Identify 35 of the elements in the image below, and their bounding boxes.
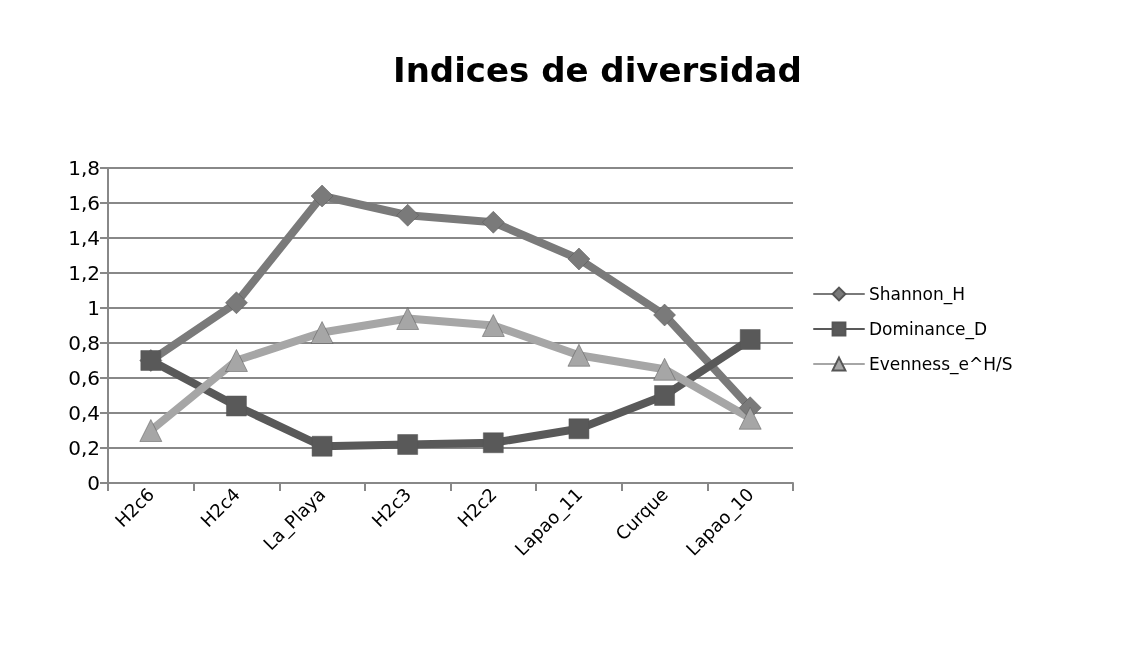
y-tick-label: 1,2 [68, 261, 100, 285]
point [482, 211, 505, 234]
point [311, 436, 333, 457]
point [738, 407, 762, 430]
point [654, 385, 675, 406]
legend-label: Shannon_H [869, 284, 965, 305]
point [568, 418, 590, 439]
point [397, 434, 418, 455]
point [139, 419, 163, 442]
point [567, 344, 591, 367]
point [225, 349, 248, 372]
point [226, 395, 247, 417]
point [653, 303, 676, 327]
y-tick-label: 0 [87, 471, 100, 495]
y-tick-label: 1,4 [68, 226, 100, 250]
legend-label: Evenness_e^H/S [869, 354, 1013, 375]
y-tick-label: 1,8 [68, 156, 100, 180]
legend-label: Dominance_D [869, 319, 988, 340]
chart-title: Indices de diversidad [393, 50, 802, 90]
y-tick-label: 1,6 [68, 191, 100, 215]
y-tick-label: 0,4 [68, 401, 100, 425]
point [310, 321, 334, 344]
y-tick-label: 1 [87, 296, 100, 320]
y-tick-label: 0,8 [68, 331, 100, 355]
point [653, 358, 676, 381]
point [739, 329, 761, 350]
point [310, 184, 334, 208]
point [482, 314, 505, 337]
y-tick-label: 0,2 [68, 436, 100, 460]
point [396, 204, 419, 227]
point [567, 247, 591, 271]
point [483, 432, 504, 453]
y-tick-label: 0,6 [68, 366, 100, 390]
point [225, 291, 248, 314]
point [396, 307, 419, 330]
